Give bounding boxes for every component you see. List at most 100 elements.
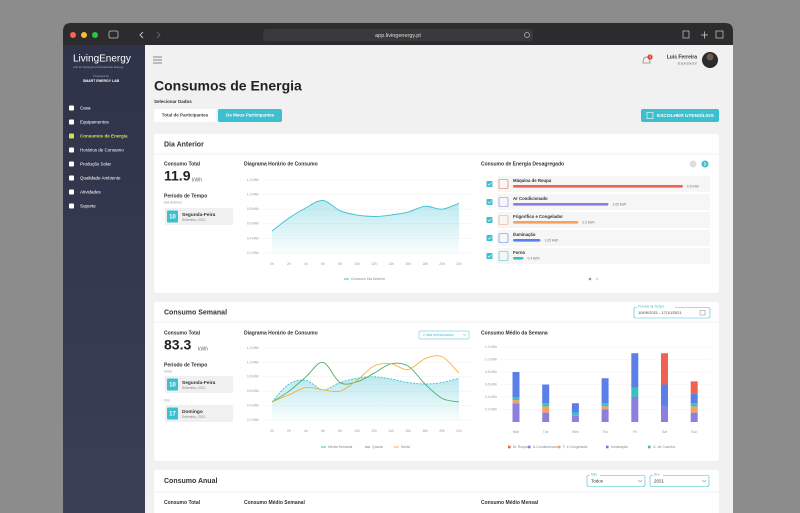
- x-tick-label: 10h: [354, 429, 360, 433]
- x-tick-label: Tue: [543, 430, 549, 434]
- zoom-button[interactable]: [92, 32, 98, 38]
- total-label: Consumo Total: [164, 161, 201, 167]
- button-label: ESCOLHER UTENSÍLIOS: [657, 111, 715, 119]
- x-tick-label: 8h: [338, 429, 342, 433]
- close-button[interactable]: [70, 32, 76, 38]
- total-unit: kWh: [192, 177, 202, 183]
- share-button[interactable]: [682, 30, 690, 39]
- check: [487, 254, 492, 258]
- date-bg: [165, 376, 233, 393]
- bar-segment: [571, 415, 579, 422]
- new-tab-button[interactable]: [701, 31, 708, 39]
- bar-segment: [512, 400, 520, 404]
- y-tick-label: 0.2 kWh: [247, 251, 259, 255]
- reload-button[interactable]: [524, 32, 530, 38]
- menu-item[interactable]: Consumos de Energia: [80, 133, 128, 138]
- x-tick-label: 18h: [422, 262, 428, 266]
- menu-icon: [69, 189, 74, 195]
- x-tick-label: 10h: [354, 262, 360, 266]
- bar-segment: [690, 381, 698, 394]
- address-bar[interactable]: [263, 29, 533, 41]
- lab-name: SMART ENERGY LAB: [83, 79, 120, 83]
- hamburger[interactable]: [153, 56, 162, 64]
- menu-icon: [69, 119, 74, 125]
- menu-item[interactable]: Produção Solar: [80, 161, 112, 166]
- checkbox[interactable]: [486, 181, 493, 187]
- checkbox[interactable]: [486, 199, 493, 205]
- checkbox[interactable]: [486, 253, 493, 259]
- menu-item[interactable]: Atividades: [80, 189, 102, 194]
- legend-label: A.Condicionado: [533, 445, 558, 449]
- line: [271, 199, 460, 232]
- menu-item[interactable]: Suporte: [80, 203, 96, 208]
- weekly-label: Consumo Médio Semanal: [244, 500, 305, 506]
- user-name: Luís Ferreira: [667, 54, 698, 60]
- bar-segment: [512, 372, 520, 397]
- powered-by: Powered by: [93, 74, 109, 78]
- breakdown: Máquina de Roupa 6.5 kWh Ar Condicionado 3.…: [486, 176, 710, 264]
- bar-segment: [690, 412, 698, 422]
- monthly-label: Consumo Médio Mensal: [481, 500, 539, 506]
- bar-segment: [690, 393, 698, 404]
- appliance-icon: [498, 179, 509, 189]
- x-tick-label: 14h: [388, 262, 394, 266]
- x-tick-label: Mon: [513, 430, 520, 434]
- tabs-button[interactable]: [715, 30, 724, 39]
- legend-swatch: [648, 445, 651, 449]
- y-tick-label: 0.6 kWh: [247, 222, 259, 226]
- menu-item[interactable]: Casa: [80, 105, 91, 110]
- date-bg: [165, 405, 233, 422]
- area: [272, 376, 459, 420]
- legend-label: M. Roupa: [513, 445, 528, 449]
- x-tick-label: 20h: [439, 429, 445, 433]
- y-tick-label: 0.8 kWh: [247, 207, 259, 211]
- tab[interactable]: [154, 109, 216, 122]
- day-selector[interactable]: [418, 330, 470, 340]
- bar-segment: [661, 384, 668, 407]
- sidebar-toggle[interactable]: [108, 30, 119, 39]
- breakdown-title: Consumo de Energia Desagregado: [481, 161, 564, 167]
- checkbox[interactable]: [486, 235, 493, 241]
- appliance-name: Iluminação: [513, 232, 536, 237]
- page-dot[interactable]: [588, 277, 592, 281]
- label-bg: [637, 305, 675, 309]
- x-tick-label: 16h: [405, 262, 411, 266]
- date-day-bg: [167, 407, 178, 420]
- day-selector-label: 2 dias selecionados: [423, 333, 454, 337]
- x-tick-label: Sun: [691, 430, 697, 434]
- next-button[interactable]: [701, 160, 709, 168]
- back-button[interactable]: [139, 31, 144, 39]
- menu-item[interactable]: Horários de Consumo: [80, 147, 124, 152]
- appliance-icon: [498, 251, 509, 261]
- x-tick-label: 22h: [456, 429, 462, 433]
- x-tick-label: 18h: [422, 429, 428, 433]
- y-tick-label: 0.8 kWh: [485, 370, 497, 374]
- end-label: Fim: [164, 398, 170, 402]
- checkbox[interactable]: [486, 217, 493, 223]
- page-title: Consumos de Energia: [154, 78, 302, 94]
- minimize-button[interactable]: [81, 32, 87, 38]
- y-tick-label: 0.4 kWh: [247, 236, 259, 240]
- card: [154, 470, 719, 513]
- legend-swatch: [508, 445, 511, 449]
- x-tick-label: Wed: [572, 430, 579, 434]
- page-dot[interactable]: [595, 277, 599, 281]
- menu-item[interactable]: Equipamentos: [80, 119, 110, 124]
- bar-segment: [631, 353, 639, 388]
- prev-button[interactable]: [689, 160, 697, 168]
- y-tick-label: 1.2 kWh: [247, 346, 259, 350]
- month-select[interactable]: [586, 475, 646, 487]
- y-tick-label: 1.0 kWh: [485, 357, 497, 361]
- sidebar: [63, 45, 145, 513]
- chart-title: Diagrama Horário de Consumo: [244, 161, 318, 167]
- appliance-name: Máquina de Roupa: [513, 178, 552, 183]
- legend-swatch: [606, 445, 609, 449]
- year-select[interactable]: [649, 475, 710, 487]
- tab[interactable]: [218, 109, 282, 122]
- menu-item[interactable]: Qualidade Ambiente: [80, 175, 121, 180]
- choose-button[interactable]: [641, 109, 719, 122]
- bell[interactable]: [642, 56, 651, 64]
- appliance-name: Ar Condicionado: [513, 196, 548, 201]
- forward-button[interactable]: [156, 31, 161, 39]
